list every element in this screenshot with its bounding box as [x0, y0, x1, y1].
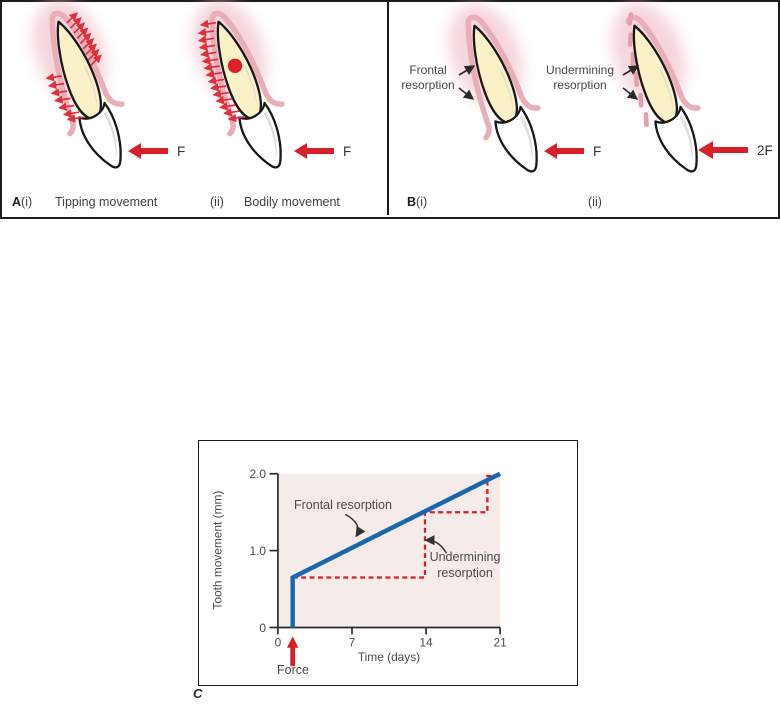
y-tick-0: 0 — [259, 621, 266, 635]
crown-shading — [519, 115, 533, 162]
panel-a-i-label: A(i) — [12, 195, 33, 209]
undermining-resorption-arrows — [622, 65, 640, 100]
x-tick-7: 7 — [349, 635, 356, 649]
red-arrow-left-icon — [698, 141, 748, 159]
y-tick-2: 2.0 — [249, 467, 266, 481]
crown-shading — [679, 115, 693, 162]
force-label: F — [177, 143, 186, 159]
tooth-crown — [78, 101, 122, 169]
resorption-fragments — [627, 12, 649, 127]
undermining-resorption-annotation: Undermining resorption — [545, 63, 615, 92]
tooth-crown — [494, 105, 538, 173]
force-label: F — [593, 143, 602, 159]
force-up-arrow-icon — [286, 636, 299, 667]
panel-ab-divider — [387, 0, 389, 215]
frontal-label-arrow — [344, 513, 366, 538]
panel-b-i-label: B(i) — [407, 195, 428, 209]
tick-marks — [269, 472, 501, 635]
force-arrow-a2: F — [294, 143, 351, 159]
center-of-resistance-dot — [227, 58, 243, 74]
frontal-resorption-chart-label: Frontal resorption — [294, 498, 392, 512]
tooth-crown — [654, 105, 698, 173]
pressure-arrows-apex — [66, 12, 102, 66]
frontal-resorption-arrows — [458, 65, 476, 100]
pressure-arrows-cervical — [45, 72, 84, 123]
panel-c-label: C — [193, 686, 203, 701]
periodontal-ligament-outline — [465, 14, 541, 141]
tooth-diagram-bodily — [192, 0, 285, 169]
force-arrow-a1: F — [128, 143, 185, 159]
x-axis-title: Time (days) — [358, 650, 420, 664]
force-arrow-b1: F — [544, 143, 601, 159]
y-axis-title: Tooth movement (mm) — [210, 491, 224, 610]
undermining-resorption-line — [292, 474, 501, 579]
tooth-diagram-tipping — [32, 0, 125, 169]
panel-a-ii-label: (ii) — [210, 195, 224, 209]
red-arrow-left-icon — [544, 143, 584, 159]
tooth-movement-chart: 2.0 1.0 0 0 7 14 21 Tooth movement (mm) … — [198, 440, 578, 686]
frontal-resorption-annotation: Frontal resorption — [401, 63, 455, 92]
crown-shading — [103, 111, 117, 158]
x-tick-0: 0 — [275, 635, 282, 649]
caption-tipping-movement: Tipping movement — [55, 195, 158, 209]
force-chart-label: Force — [277, 663, 309, 677]
x-tick-21: 21 — [493, 635, 507, 649]
chart-canvas: 2.0 1.0 0 0 7 14 21 Tooth movement (mm) … — [210, 467, 507, 667]
caption-bodily-movement: Bodily movement — [244, 195, 340, 209]
y-tick-1: 1.0 — [249, 544, 266, 558]
crown-shading — [263, 111, 277, 158]
red-arrow-left-icon — [294, 143, 334, 159]
x-tick-14: 14 — [419, 635, 433, 649]
tooth-diagram-frontal-resorption — [448, 3, 541, 173]
panel-b-ii-label: (ii) — [588, 195, 602, 209]
frontal-resorption-line — [290, 471, 502, 628]
periodontal-ligament-right — [625, 14, 701, 111]
red-arrow-left-icon — [128, 143, 168, 159]
pressure-arrows-uniform — [197, 19, 245, 123]
tooth-diagram-undermining-resorption — [611, 2, 701, 173]
force-label: 2F — [757, 142, 773, 158]
plot-area — [277, 473, 501, 628]
force-arrow-b2: 2F — [698, 141, 773, 159]
tooth-crown — [238, 101, 282, 169]
force-label: F — [343, 143, 352, 159]
undermining-label-arrow — [424, 534, 448, 554]
undermining-resorption-chart-label: Undermining resorption — [429, 550, 501, 581]
